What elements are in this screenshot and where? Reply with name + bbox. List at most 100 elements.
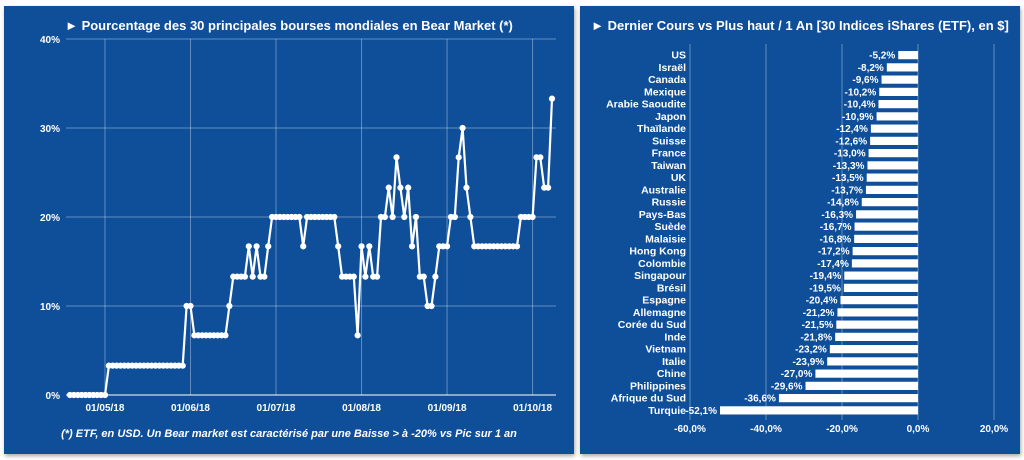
x-tick-label: 01/10/18 [513,403,552,414]
data-point [381,213,388,221]
drawdown-chart-panel: ► Dernier Cours vs Plus haut / 1 An [30 … [580,6,1020,454]
bar-value-label: -52,1% [685,406,717,417]
x-tick-label: 01/09/18 [428,403,467,414]
bar-value-label: -10,9% [842,112,874,123]
category-label: Japon [655,111,686,123]
bar [851,259,918,268]
bar [866,173,918,182]
bar-value-label: -5,2% [869,51,895,62]
data-point [467,213,474,221]
bar-value-label: -13,7% [831,185,863,196]
data-point [401,213,408,221]
x-tick-label: 01/05/18 [86,403,125,414]
bar-value-label: -16,8% [819,234,851,245]
bar-value-label: -9,6% [852,75,878,86]
bar-value-label: -8,2% [858,63,884,74]
bar [870,136,918,145]
data-point [331,213,338,221]
left-chart-footnote: (*) ETF, en USD. Un Bear market est cara… [61,428,517,440]
bar-value-label: -19,5% [809,283,841,294]
bar [898,51,918,60]
data-point [253,243,260,250]
data-point [459,124,466,132]
data-point [366,243,373,250]
data-point [335,243,342,250]
data-point [529,213,536,221]
data-point [548,95,556,102]
drawdown-bar-chart: -60,0% -40,0% -20,0% 0,0% 20,0% -5,2% US -8,2% I… [606,44,1008,435]
bear-market-line-chart: 0% 10% 20% 30% 40% 01/05/18 01/06/18 01/07/18 01… [40,35,556,414]
bear-market-chart-panel: ► Pourcentage des 30 principales bourses… [4,6,574,454]
y-tick-label: 40% [40,35,60,46]
category-label: Suisse [652,135,686,147]
category-label: Suède [654,221,686,233]
bar-value-label: -12,4% [836,124,868,135]
bar [870,124,918,133]
bar [878,100,918,109]
category-label: Singapour [634,270,686,282]
category-label: Philippines [630,380,686,392]
data-point [350,273,357,280]
data-point [405,184,412,191]
bar [854,222,918,231]
bar-value-label: -21,5% [802,320,834,331]
data-point [408,243,416,250]
data-point [443,243,451,250]
data-point [187,302,194,310]
data-point [451,213,458,221]
data-point [537,154,544,161]
category-label: Afrique du Sud [611,393,686,405]
category-label: Pays-Bas [639,209,686,221]
data-point [226,302,233,310]
bar [778,394,918,403]
data-point [101,391,109,399]
category-label: US [671,50,686,62]
bar [856,210,918,219]
bar [886,63,918,72]
x-tick-label: -20,0% [826,424,858,435]
x-tick-label: -40,0% [750,424,782,435]
data-point [389,213,396,221]
category-label: Canada [648,74,686,86]
category-label: Corée du Sud [618,319,686,331]
data-point [249,273,256,280]
category-label: Malaisie [645,233,686,245]
bar [843,283,918,292]
bar [867,161,918,170]
category-label: Mexique [644,86,686,98]
category-label: Colombie [638,258,686,270]
data-point [412,213,420,221]
bar [844,271,918,280]
bar-value-label: -12,6% [835,136,867,147]
category-label: Australie [641,184,686,196]
x-tick-label: 01/06/18 [171,403,210,414]
data-point [397,184,404,191]
data-point [300,243,307,250]
data-point [261,273,268,280]
category-label: Inde [664,331,686,343]
bar [876,112,918,121]
data-point [362,273,369,280]
bar-value-label: -23,2% [795,345,827,356]
data-point [513,243,521,250]
data-point [179,362,186,369]
data-point [420,273,427,280]
bar-value-label: -20,4% [806,296,838,307]
bar [852,247,918,256]
data-point [385,184,392,191]
x-tick-label: 0,0% [907,424,930,435]
data-point [428,302,435,310]
bar-value-label: -21,8% [800,332,832,343]
bar-value-label: -10,4% [844,100,876,111]
data-point [545,184,552,191]
data-point [241,273,249,280]
bar-value-label: -10,2% [845,87,877,98]
bar-value-label: -13,3% [833,161,865,172]
bar-value-label: -19,4% [810,271,842,282]
bar-value-label: -17,2% [818,247,850,258]
data-point [455,154,462,161]
category-label: Taiwan [651,160,686,172]
y-tick-label: 30% [40,124,60,135]
category-label: Allemagne [633,307,686,319]
bar [835,332,918,341]
